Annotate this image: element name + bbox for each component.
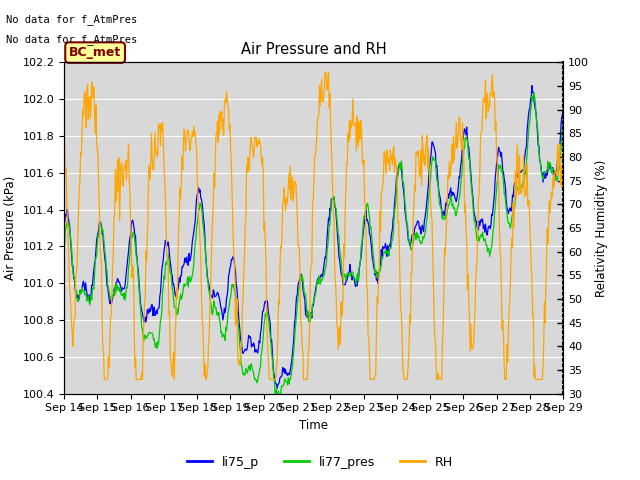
Legend: li75_p, li77_pres, RH: li75_p, li77_pres, RH — [182, 451, 458, 474]
Text: No data for f̲AtmPres: No data for f̲AtmPres — [6, 34, 138, 45]
X-axis label: Time: Time — [299, 419, 328, 432]
Y-axis label: Air Pressure (kPa): Air Pressure (kPa) — [4, 176, 17, 280]
Text: No data for f_AtmPres: No data for f_AtmPres — [6, 14, 138, 25]
Y-axis label: Relativity Humidity (%): Relativity Humidity (%) — [595, 159, 607, 297]
Title: Air Pressure and RH: Air Pressure and RH — [241, 42, 387, 57]
Text: BC_met: BC_met — [69, 46, 121, 59]
